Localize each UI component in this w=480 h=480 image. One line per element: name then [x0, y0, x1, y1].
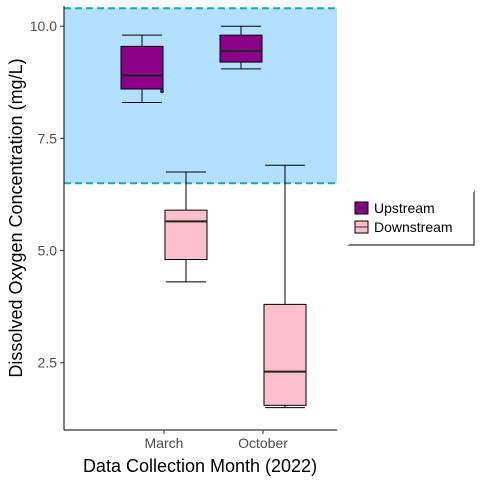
x-tick-label: October: [238, 435, 288, 451]
reference-band-layer: [64, 7, 337, 185]
axes: [63, 6, 337, 431]
y-tick-label: 7.5: [38, 130, 58, 146]
y-ticks: 2.5 5.0 7.5 10.0: [30, 18, 64, 371]
y-tick-label: 5.0: [38, 243, 58, 259]
iqr-box: [164, 209, 208, 261]
legend-label-downstream: Downstream: [374, 219, 453, 235]
legend-label-upstream: Upstream: [374, 200, 435, 216]
y-tick-label: 2.5: [38, 355, 58, 371]
x-axis-title: Data Collection Month (2022): [83, 456, 317, 476]
legend: Upstream Downstream: [347, 190, 475, 246]
box-downstream-october: [263, 164, 307, 409]
x-tick-label: March: [145, 435, 184, 451]
iqr-box: [120, 45, 164, 90]
x-ticks: March October: [145, 430, 288, 451]
box-downstream-march: [164, 171, 208, 283]
boxplot-layer: [120, 25, 307, 409]
box-upstream-march: [120, 34, 164, 103]
y-tick-label: 10.0: [30, 18, 57, 34]
iqr-box: [219, 34, 263, 63]
reference-band: [64, 8, 337, 184]
outlier-point: [160, 89, 164, 94]
legend-box: [347, 190, 475, 246]
y-axis-title: Dissolved Oxygen Concentration (mg/L): [6, 58, 26, 377]
box-upstream-october: [219, 25, 263, 70]
iqr-box: [263, 303, 307, 406]
